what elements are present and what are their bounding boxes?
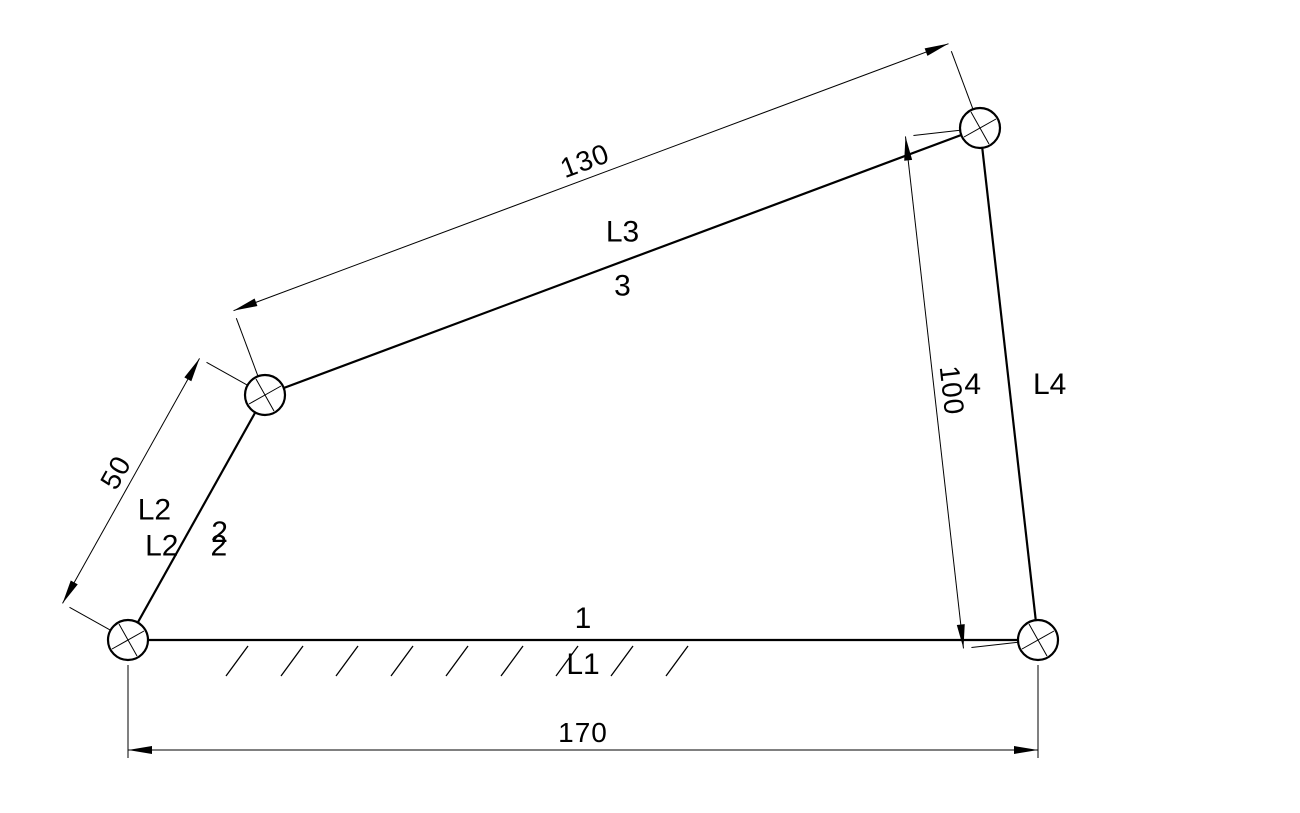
four-bar-linkage-diagram: 170501301001L1L22L22L334L4 [0, 0, 1300, 813]
svg-text:L1: L1 [566, 648, 599, 681]
svg-text:130: 130 [556, 138, 613, 184]
svg-text:L2: L2 [138, 494, 171, 527]
svg-text:1: 1 [575, 602, 592, 635]
svg-text:170: 170 [558, 717, 608, 748]
svg-text:4: 4 [964, 368, 981, 401]
svg-text:L4: L4 [1033, 368, 1066, 401]
svg-text:L3: L3 [606, 216, 639, 249]
svg-text:L2: L2 [145, 530, 178, 563]
svg-text:3: 3 [614, 270, 631, 303]
svg-text:50: 50 [94, 450, 137, 494]
svg-text:2: 2 [211, 530, 228, 563]
